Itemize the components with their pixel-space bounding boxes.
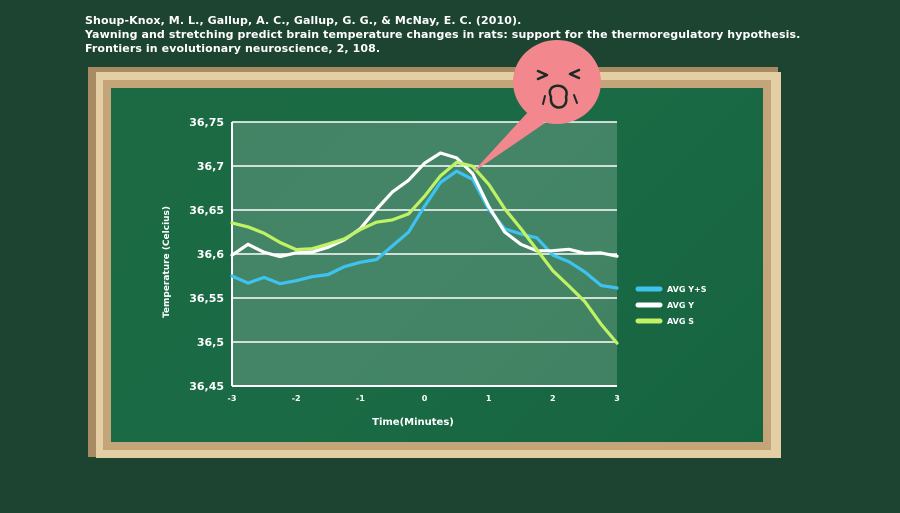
- x-tick-label: 2: [550, 394, 556, 403]
- x-tick-label: 1: [486, 394, 492, 403]
- x-tick-label: -3: [228, 394, 237, 403]
- x-tick-labels: -3 -2 -1 0 1 2 3: [228, 394, 620, 403]
- series-line-1: [230, 169, 619, 290]
- crying-face-speech-bubble-icon: [472, 40, 601, 173]
- series-line-3: [230, 160, 619, 345]
- y-tick-label: 36,55: [189, 292, 224, 305]
- x-tick-label: 0: [422, 394, 428, 403]
- y-tick-label: 36,7: [197, 160, 224, 173]
- legend: AVG Y+S AVG Y AVG S: [635, 285, 707, 326]
- legend-label: AVG Y+S: [667, 285, 707, 294]
- y-tick-label: 36,6: [197, 248, 224, 261]
- chalkboard: [111, 88, 763, 442]
- y-tick-labels: 36,45 36,5 36,55 36,6 36,65 36,7 36,75: [189, 116, 224, 393]
- y-tick-label: 36,45: [189, 380, 224, 393]
- x-tick-label: -1: [356, 394, 365, 403]
- y-tick-label: 36,5: [197, 336, 224, 349]
- x-tick-label: 3: [614, 394, 620, 403]
- series-lines: [230, 151, 619, 345]
- legend-label: AVG Y: [667, 301, 694, 310]
- citation-title: Yawning and stretching predict brain tem…: [85, 28, 801, 41]
- y-tick-label: 36,75: [189, 116, 224, 129]
- citation-authors: Shoup-Knox, M. L., Gallup, A. C., Gallup…: [85, 14, 522, 27]
- x-axis-label: Time(Minutes): [372, 417, 454, 428]
- citation: Shoup-Knox, M. L., Gallup, A. C., Gallup…: [85, 14, 800, 56]
- legend-label: AVG S: [667, 317, 694, 326]
- x-tick-label: -2: [292, 394, 301, 403]
- y-tick-label: 36,65: [189, 204, 224, 217]
- citation-journal: Frontiers in evolutionary neuroscience, …: [85, 42, 381, 55]
- y-axis-label: Temperature (Celcius): [162, 206, 172, 318]
- series-line-2: [230, 151, 619, 259]
